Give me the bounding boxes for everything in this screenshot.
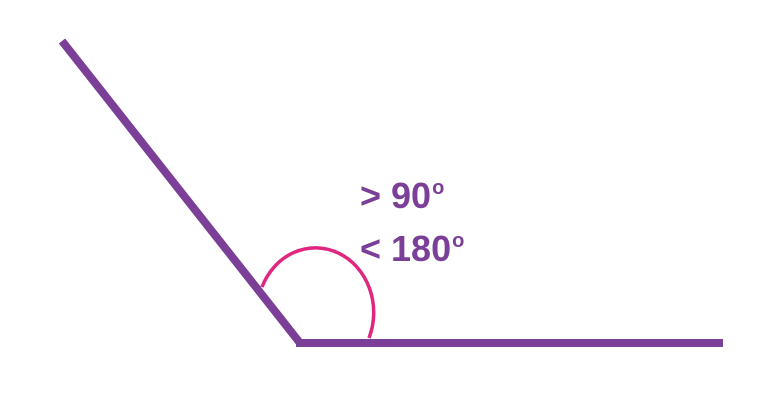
lower-bound-text: > 90	[360, 175, 432, 216]
angle-lower-bound-label: > 90o	[360, 168, 444, 216]
upper-bound-text: < 180	[360, 228, 452, 269]
angle-upper-bound-label: < 180o	[360, 221, 464, 269]
slanted-ray	[58, 38, 304, 346]
degree-symbol: o	[452, 230, 465, 252]
angle-arc	[260, 246, 376, 339]
degree-symbol: o	[432, 177, 445, 199]
